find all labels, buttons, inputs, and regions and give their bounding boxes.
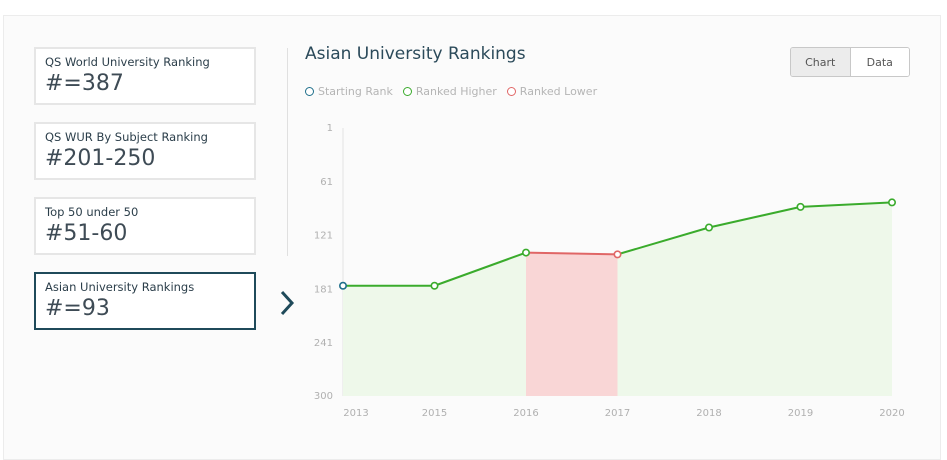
card-label: Asian University Rankings (45, 280, 195, 294)
card-label: Top 50 under 50 (45, 205, 139, 219)
y-tick-label: 121 (314, 231, 333, 242)
card-value: #=387 (45, 71, 124, 96)
card-label: QS World University Ranking (45, 55, 210, 69)
chart-view-button[interactable]: Chart (791, 48, 851, 76)
legend-label: Ranked Higher (415, 85, 497, 98)
area-segment (617, 227, 709, 396)
area-segment (343, 285, 435, 396)
legend-item-ranked-higher[interactable]: Ranked Higher (402, 85, 497, 98)
divider (287, 48, 288, 256)
x-tick-label: 2019 (788, 408, 813, 419)
data-point (430, 281, 439, 290)
area-segment (434, 252, 526, 396)
x-tick-label: 2013 (343, 408, 368, 419)
area-segment (526, 252, 618, 396)
legend-label: Ranked Lower (519, 85, 598, 98)
area-segment (800, 202, 892, 396)
legend-item-ranked-lower[interactable]: Ranked Lower (506, 85, 598, 98)
series-line-segment (525, 251, 618, 256)
series-line-segment (708, 205, 801, 229)
series-line-segment (434, 251, 527, 287)
data-point (704, 223, 713, 232)
data-point (521, 248, 530, 257)
series-line-segment (617, 226, 710, 256)
legend-item-starting-rank[interactable]: Starting Rank (305, 85, 393, 98)
x-tick-label: 2015 (422, 408, 447, 419)
card-asian-rankings[interactable]: Asian University Rankings #=93 (34, 272, 256, 330)
x-tick-label: 2020 (879, 408, 904, 419)
card-value: #51-60 (45, 221, 128, 246)
y-tick-label: 300 (314, 391, 333, 402)
legend-marker-icon (402, 87, 412, 96)
data-point (338, 281, 347, 290)
y-tick-label: 61 (320, 177, 333, 188)
x-tick-label: 2018 (696, 408, 721, 419)
series-line-segment (800, 201, 893, 208)
data-point (887, 198, 896, 207)
y-tick-label: 241 (314, 338, 333, 349)
view-toggle: Chart Data (790, 47, 910, 77)
data-point (796, 202, 805, 211)
x-tick-label: 2017 (605, 408, 630, 419)
chart-legend: Starting Rank Ranked Higher Ranked Lower (305, 85, 597, 98)
card-label: QS WUR By Subject Ranking (45, 130, 208, 144)
x-tick-label: 2016 (513, 408, 538, 419)
card-qs-world-ranking[interactable]: QS World University Ranking #=387 (34, 47, 256, 105)
area-segment (709, 206, 801, 396)
legend-marker-icon (305, 87, 314, 96)
card-value: #=93 (45, 296, 110, 321)
legend-label: Starting Rank (318, 85, 393, 98)
legend-marker-icon (506, 87, 516, 96)
chevron-right-icon (280, 290, 295, 316)
y-tick-label: 1 (327, 123, 333, 134)
card-top-50-under-50[interactable]: Top 50 under 50 #51-60 (34, 197, 256, 255)
y-tick-label: 181 (314, 284, 333, 295)
card-subject-ranking[interactable]: QS WUR By Subject Ranking #201-250 (34, 122, 256, 180)
data-view-button[interactable]: Data (850, 48, 909, 76)
chart-title: Asian University Rankings (305, 44, 526, 64)
data-point (613, 250, 622, 259)
card-value: #201-250 (45, 146, 156, 171)
